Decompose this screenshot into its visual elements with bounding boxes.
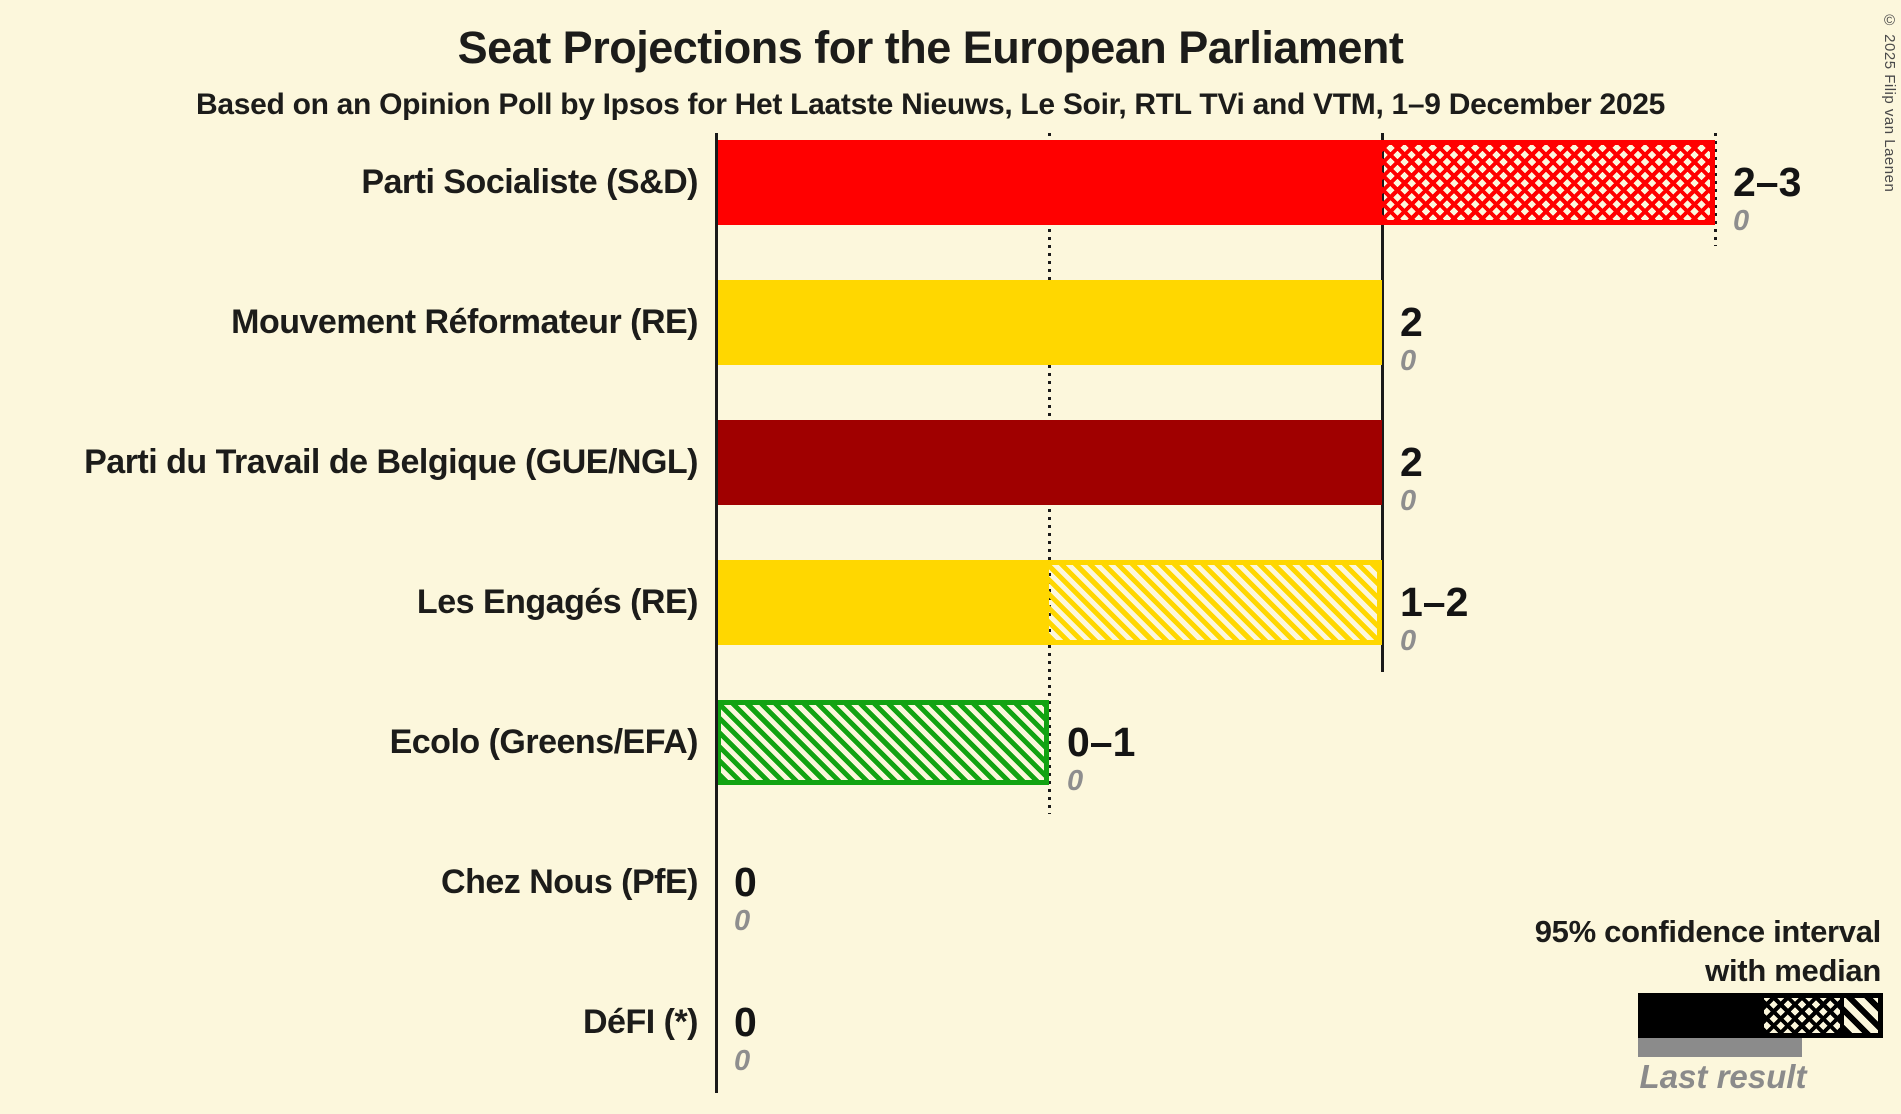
bar-segment-median-to-ci: [1049, 560, 1382, 645]
bar-segment-ci-to-median: [1382, 140, 1715, 225]
legend-last-result-label: Last result: [1639, 1058, 1807, 1095]
y-axis-line: [715, 133, 718, 1093]
legend-ci-line1: 95% confidence interval: [1534, 914, 1882, 949]
chart-title: Seat Projections for the European Parlia…: [457, 22, 1404, 73]
legend-swatch-diagonal: [1840, 998, 1878, 1033]
legend-ci-swatch: [1638, 993, 1883, 1038]
gridline-3-seats: [1714, 133, 1717, 246]
legend-ci-line2: with median: [1705, 953, 1881, 988]
projection-value: 2–3: [1733, 159, 1802, 205]
legend-swatch-solid: [1643, 998, 1760, 1033]
party-label: Chez Nous (PfE): [441, 863, 698, 901]
gridline-1-seats: [1048, 133, 1051, 814]
last-result-value: 0: [734, 1045, 751, 1077]
last-result-value: 0: [734, 905, 751, 937]
party-label: Parti du Travail de Belgique (GUE/NGL): [84, 443, 698, 481]
projection-value: 0: [734, 859, 757, 905]
last-result-value: 0: [1400, 485, 1417, 517]
legend-last-result-swatch: [1638, 1038, 1802, 1057]
bar-segment-below-ci: [716, 560, 1049, 645]
party-label: DéFI (*): [583, 1003, 699, 1041]
party-label: Les Engagés (RE): [416, 583, 699, 621]
party-label: Ecolo (Greens/EFA): [389, 723, 699, 761]
last-result-value: 0: [1067, 765, 1084, 797]
party-label: Mouvement Réformateur (RE): [231, 303, 698, 341]
legend-swatch-crosshatch: [1760, 998, 1840, 1033]
last-result-value: 0: [1400, 625, 1417, 657]
party-label: Parti Socialiste (S&D): [361, 163, 698, 201]
legend-ci-label: 95% confidence interval with median: [1281, 912, 1882, 990]
last-result-value: 0: [1400, 345, 1417, 377]
copyright-note: © 2025 Filip van Laenen: [1881, 12, 1898, 193]
gridline-2-seats: [1381, 133, 1384, 672]
projection-value: 1–2: [1400, 579, 1469, 625]
bar-segment-median-to-ci: [716, 700, 1049, 785]
projection-value: 2: [1400, 439, 1423, 485]
chart-subtitle: Based on an Opinion Poll by Ipsos for He…: [196, 88, 1665, 121]
projection-value: 2: [1400, 299, 1423, 345]
last-result-value: 0: [1733, 205, 1750, 237]
projection-value: 0–1: [1067, 719, 1136, 765]
projection-value: 0: [734, 999, 757, 1045]
